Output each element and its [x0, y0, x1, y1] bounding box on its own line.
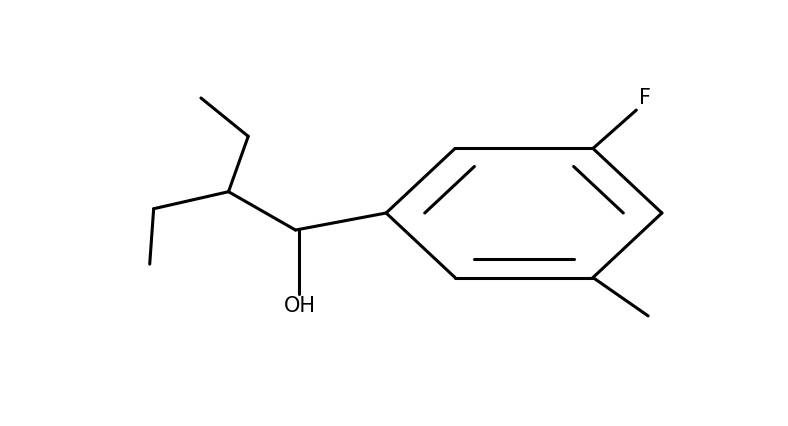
Text: OH: OH — [284, 296, 315, 316]
Text: F: F — [639, 88, 652, 108]
